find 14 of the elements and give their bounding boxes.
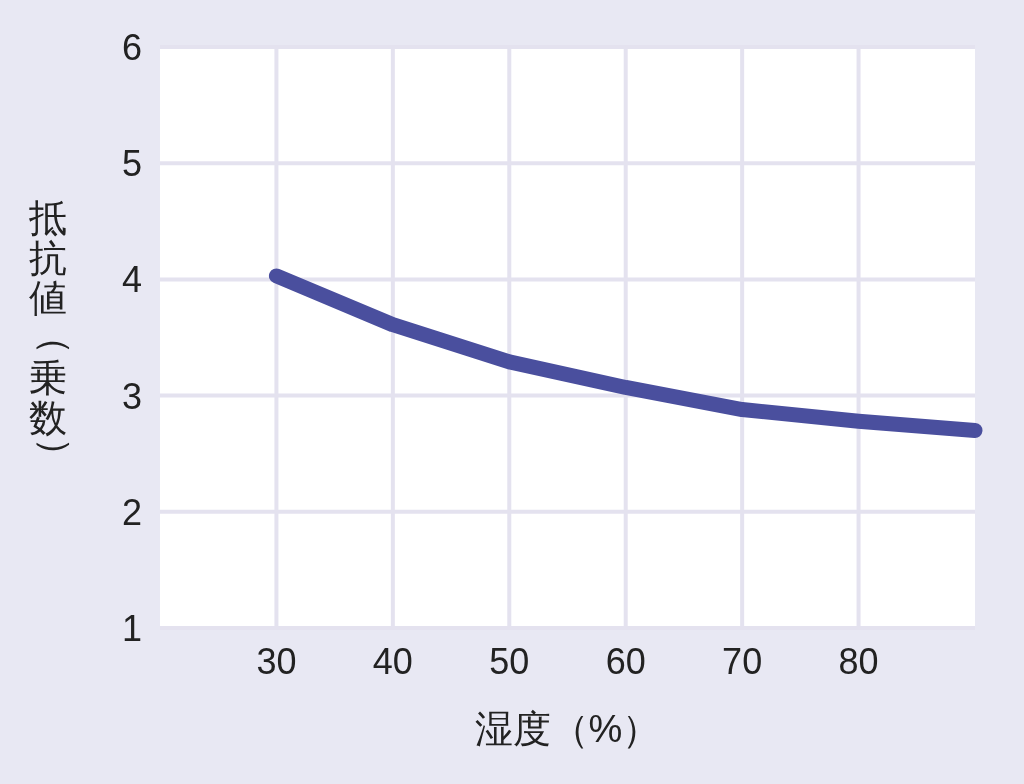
- y-tick-label: 4: [121, 259, 142, 301]
- x-tick-label: 50: [489, 641, 530, 682]
- x-tick-label: 70: [722, 641, 763, 682]
- x-tick-label: 60: [605, 641, 646, 682]
- y-axis-title: 抵抗値（乗数）: [28, 197, 77, 475]
- y-tick-label: 6: [121, 27, 142, 68]
- y-tick-label: 3: [121, 375, 142, 417]
- x-axis-title: 湿度（%）: [474, 708, 661, 750]
- x-tick-label: 40: [372, 641, 413, 682]
- y-tick-label: 2: [121, 491, 142, 533]
- x-tick-label: 30: [256, 641, 297, 682]
- y-tick-label: 5: [121, 143, 142, 185]
- y-tick-label: 1: [121, 608, 142, 649]
- x-tick-label: 80: [838, 641, 879, 682]
